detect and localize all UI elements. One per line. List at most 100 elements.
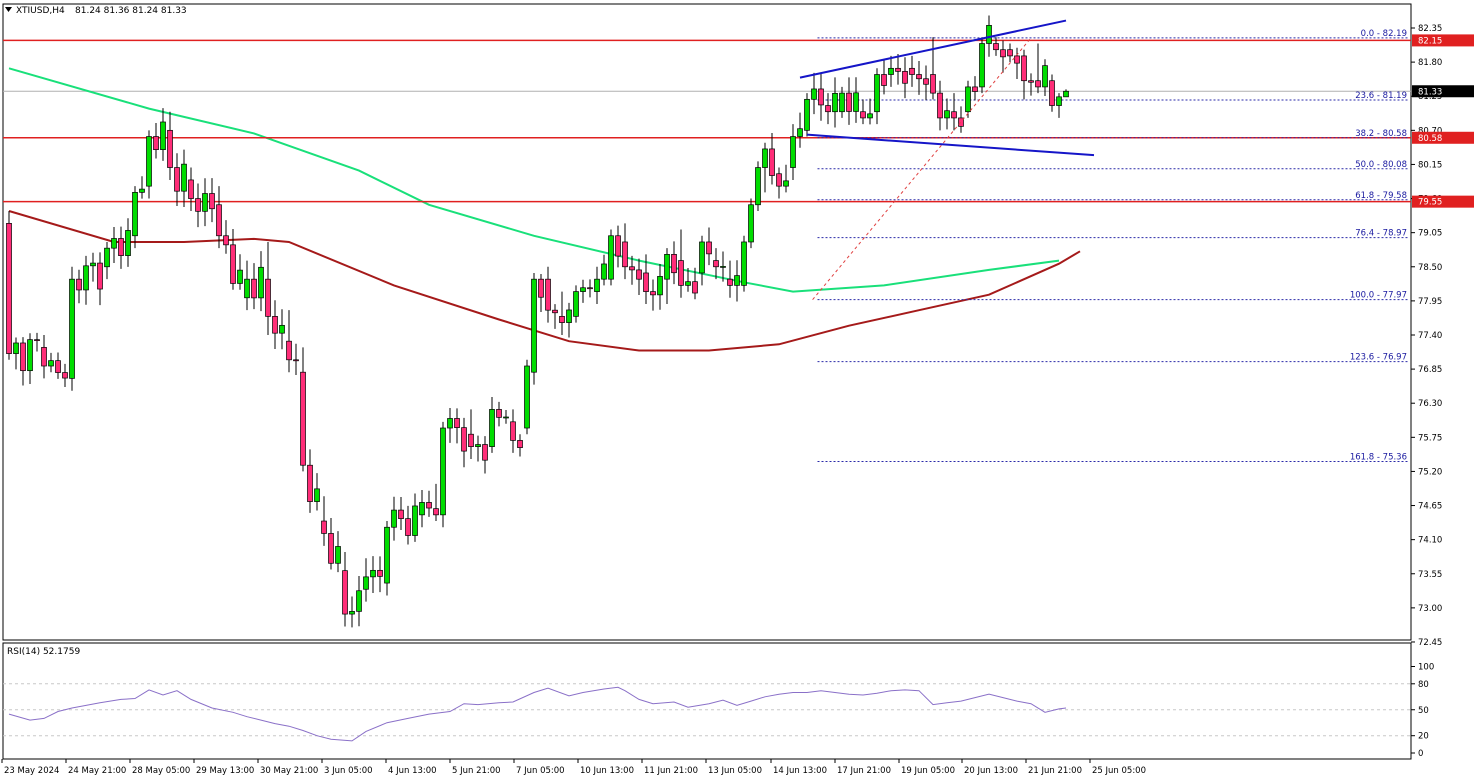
bearish-candle — [1007, 43, 1013, 63]
bearish-candle — [559, 291, 565, 335]
candle-body — [762, 148, 768, 168]
bullish-candle — [48, 352, 54, 373]
candle-body — [377, 569, 383, 577]
candle-body — [475, 444, 481, 447]
bearish-candle — [671, 241, 677, 285]
trendline-layer — [799, 19, 1095, 300]
bearish-candle — [923, 65, 929, 101]
time-tick-label: 11 Jun 21:00 — [644, 766, 698, 776]
candle-body — [741, 241, 747, 286]
bearish-candle — [223, 220, 229, 254]
bearish-candle — [216, 186, 222, 249]
candle-body — [62, 372, 68, 379]
level-price-label: 82.15 — [1418, 36, 1442, 46]
bullish-candle — [349, 596, 355, 628]
bullish-candle — [720, 251, 726, 282]
candle-body — [34, 339, 40, 341]
bearish-candle — [251, 263, 257, 310]
bullish-candle — [804, 93, 810, 137]
candle-body — [958, 117, 964, 127]
bearish-candle — [461, 417, 467, 468]
candle-body — [90, 262, 96, 267]
bullish-candle — [734, 260, 740, 302]
bullish-candle — [419, 490, 425, 528]
candle-body — [6, 223, 12, 354]
bullish-candle — [412, 493, 418, 542]
bearish-candle — [993, 37, 999, 56]
candle-body — [587, 287, 593, 290]
candle-body — [489, 409, 495, 447]
candle-body — [104, 247, 110, 268]
trendline — [806, 133, 1095, 157]
candle-body — [531, 278, 537, 373]
candle-body — [153, 136, 159, 150]
fib-level-label: 76.4 - 78.97 — [1355, 229, 1407, 239]
bearish-candle — [55, 352, 61, 379]
price-tick-label: 79.05 — [1418, 229, 1442, 239]
bullish-candle — [594, 266, 600, 304]
candle-body — [622, 241, 628, 268]
candle-body — [349, 611, 355, 615]
bullish-candle — [356, 576, 362, 627]
bearish-candle — [881, 59, 887, 95]
candle-body — [769, 148, 775, 176]
candle-body — [454, 418, 460, 428]
candle-body — [1063, 90, 1069, 98]
dropdown-triangle-icon[interactable] — [5, 7, 12, 12]
candle-body — [608, 235, 614, 280]
candle-body — [363, 576, 369, 590]
bullish-candle — [979, 37, 985, 94]
rsi-tick-label: 50 — [1418, 706, 1429, 716]
time-tick-label: 29 May 13:00 — [196, 766, 254, 776]
rsi-tick-label: 0 — [1418, 749, 1423, 759]
candle-body — [272, 316, 278, 334]
bearish-candle — [377, 556, 383, 593]
time-tick-label: 23 May 2024 — [4, 766, 59, 776]
candle-body — [720, 266, 726, 268]
candle-body — [83, 265, 89, 291]
bullish-candle — [202, 178, 208, 227]
bullish-candle — [13, 337, 19, 370]
current-price-tag — [1412, 85, 1474, 98]
candle-body — [1000, 49, 1006, 58]
time-tick-label: 10 Jun 13:00 — [580, 766, 634, 776]
candle-body — [867, 113, 873, 119]
candle-body — [832, 92, 838, 113]
bearish-candle — [286, 310, 292, 373]
candle-body — [776, 173, 782, 187]
bullish-candle — [69, 266, 75, 391]
bullish-candle — [839, 86, 845, 118]
bearish-candle — [713, 248, 719, 280]
candle-body — [881, 74, 887, 86]
bullish-candle — [1063, 89, 1069, 98]
candle-body — [818, 88, 824, 106]
candle-body — [146, 136, 152, 187]
bearish-candle — [587, 279, 593, 298]
candle-body — [566, 309, 572, 323]
candle-body — [447, 418, 453, 429]
bearish-candle — [167, 111, 173, 180]
candle-body — [160, 121, 166, 150]
bearish-candle — [545, 266, 551, 323]
candle-body — [510, 421, 516, 441]
bullish-candle — [755, 161, 761, 211]
bullish-candle — [83, 255, 89, 305]
candle-body — [244, 278, 250, 299]
time-tick-label: 20 Jun 13:00 — [964, 766, 1018, 776]
bearish-candle — [34, 332, 40, 352]
bearish-candle — [622, 223, 628, 280]
bullish-candle — [90, 252, 96, 282]
bullish-candle — [391, 496, 397, 541]
bullish-candle — [762, 142, 768, 193]
bearish-candle — [468, 409, 474, 460]
candle-body — [601, 263, 607, 280]
candle-body — [657, 276, 663, 296]
candle-body — [69, 278, 75, 379]
candle-body — [825, 105, 831, 113]
price-tick-label: 77.95 — [1418, 297, 1442, 307]
bullish-candle — [790, 124, 796, 180]
rsi-tick-label: 20 — [1418, 732, 1429, 742]
candle-body — [342, 570, 348, 615]
bearish-candle — [426, 490, 432, 517]
